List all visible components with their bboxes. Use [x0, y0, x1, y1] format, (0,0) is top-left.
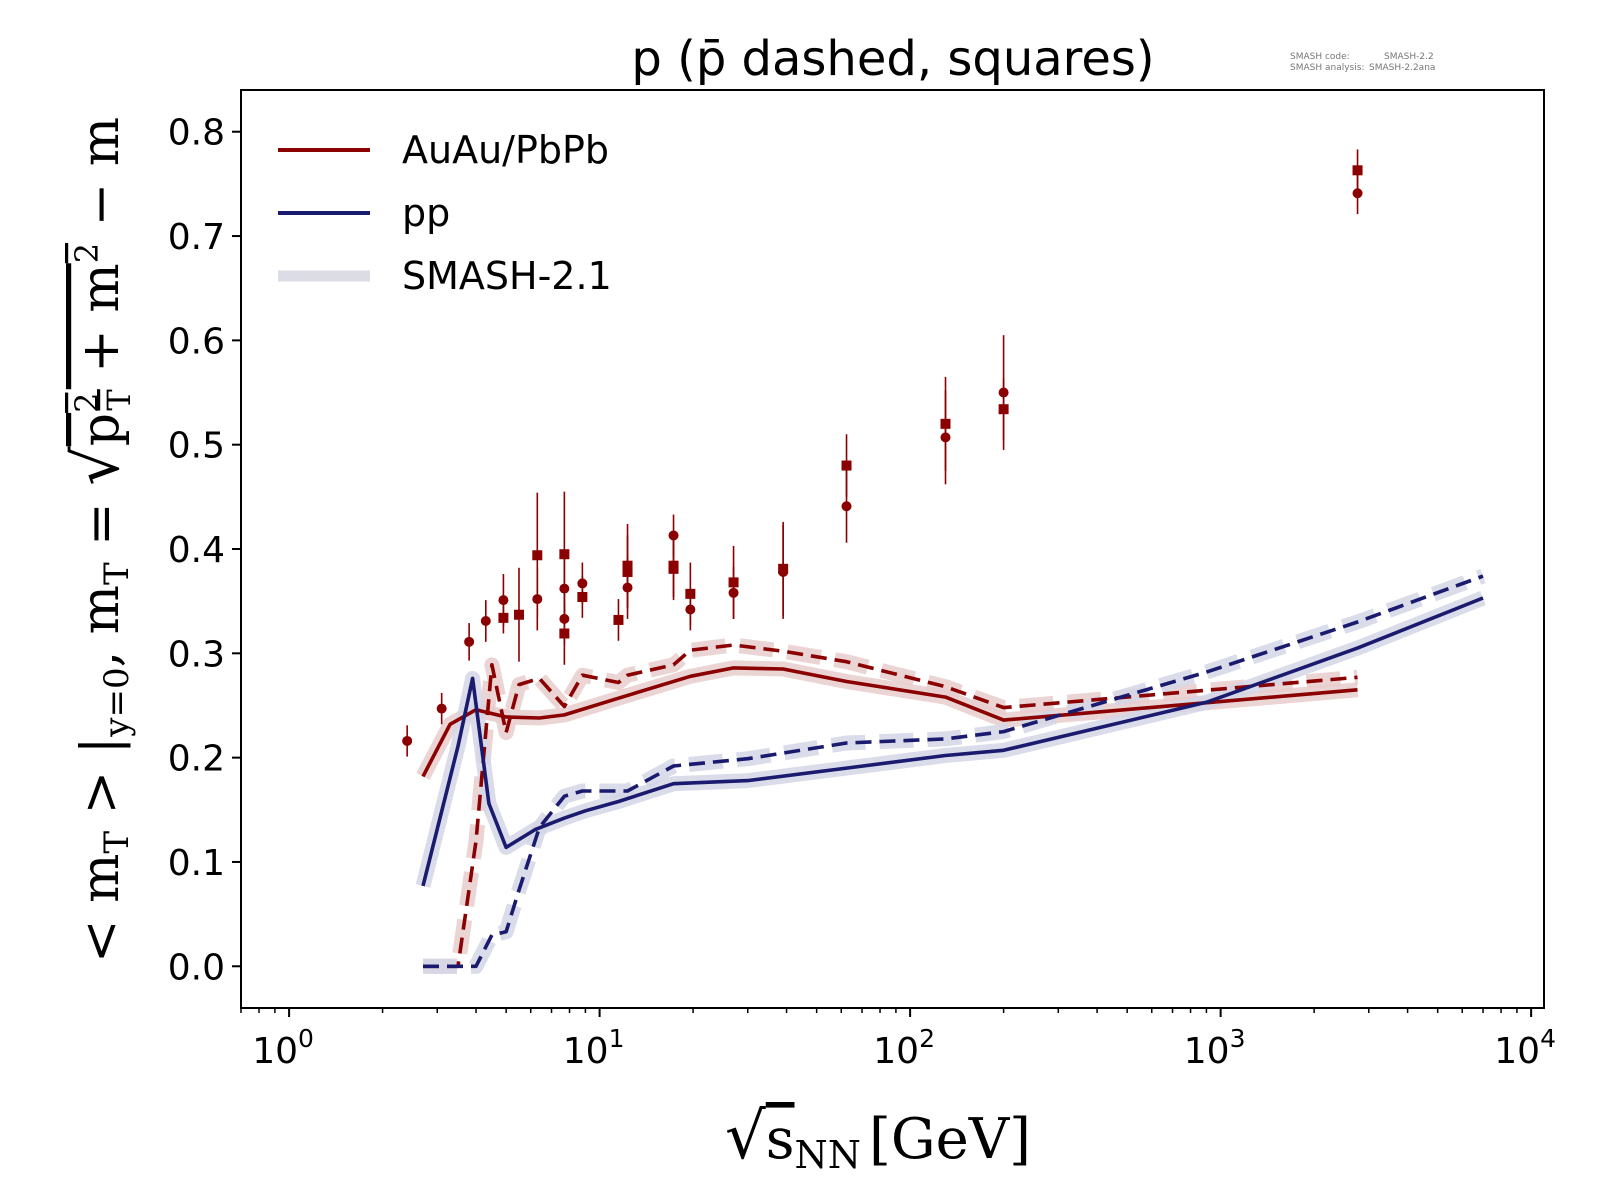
data-point-square [1352, 165, 1363, 176]
x-tick-label: 100 [252, 1024, 314, 1072]
series-line-pp-pbar [423, 574, 1484, 969]
data-point-circle [841, 501, 852, 512]
y-tick-label: 0.2 [168, 739, 225, 780]
data-point-circle [436, 703, 447, 714]
meta-code-label: SMASH code: [1290, 52, 1350, 62]
data-point-square [728, 577, 739, 588]
data-point-circle [402, 735, 413, 746]
data-point-square [778, 563, 789, 574]
data-point-square [998, 404, 1009, 415]
x-axis-label: √sNN [GeV] [725, 1100, 1031, 1177]
data-point-square [559, 549, 570, 560]
data-point-circle [498, 595, 509, 606]
data-point-square [577, 591, 588, 602]
y-tick-label: 0.4 [168, 530, 225, 571]
x-tick-label: 103 [1184, 1024, 1246, 1072]
data-point-square [498, 612, 509, 623]
data-point-circle [480, 615, 491, 626]
data-point-square [668, 563, 679, 574]
series-line-auau-p [421, 666, 1358, 778]
y-tick-label: 0.7 [168, 217, 225, 258]
y-tick-label: 0.0 [168, 947, 225, 988]
chart-title: p (p̄ dashed, squares) [631, 31, 1154, 87]
y-tick-label: 0.1 [168, 843, 225, 884]
experimental-points [402, 149, 1363, 757]
legend: AuAu/PbPb pp SMASH-2.1 [278, 128, 612, 298]
data-point-square [613, 614, 624, 625]
legend-label-pp: pp [402, 191, 450, 235]
x-tick-label: 104 [1494, 1024, 1556, 1072]
data-point-square [685, 588, 696, 599]
data-point-circle [1352, 188, 1363, 199]
x-tick-label: 101 [563, 1024, 625, 1072]
meta-analysis-value: SMASH-2.2ana [1369, 63, 1435, 73]
legend-label-auau: AuAu/PbPb [402, 128, 609, 172]
y-tick-label: 0.6 [168, 321, 225, 362]
y-axis-label: < mT > |y=0, mT = √p2T + m2 − m [60, 117, 138, 963]
x-axis: 100 101 102 103 104 [240, 1008, 1556, 1072]
y-tick-label: 0.5 [168, 426, 225, 467]
data-point-square [940, 418, 951, 429]
x-tick-label: 102 [873, 1024, 935, 1072]
meta-analysis-label: SMASH analysis: [1290, 63, 1364, 73]
data-point-square [559, 628, 570, 639]
data-point-circle [464, 636, 475, 647]
data-point-square [532, 550, 543, 561]
smash-22-lines [421, 574, 1484, 969]
series-line-auau-pbar [423, 643, 1358, 969]
y-tick-label: 0.8 [168, 113, 225, 154]
data-point-square [513, 609, 524, 620]
legend-label-smash21: SMASH-2.1 [402, 254, 612, 298]
analysis-meta: SMASH code: SMASH-2.2 SMASH analysis: SM… [1290, 52, 1435, 73]
meta-code-value: SMASH-2.2 [1384, 52, 1434, 62]
data-point-square [622, 566, 633, 577]
data-point-square [841, 460, 852, 471]
series-line-pp-p [421, 596, 1484, 887]
y-axis: 0.0 0.1 0.2 0.3 0.4 0.5 0.6 0.7 0.8 [168, 113, 241, 988]
y-tick-label: 0.3 [168, 634, 225, 675]
